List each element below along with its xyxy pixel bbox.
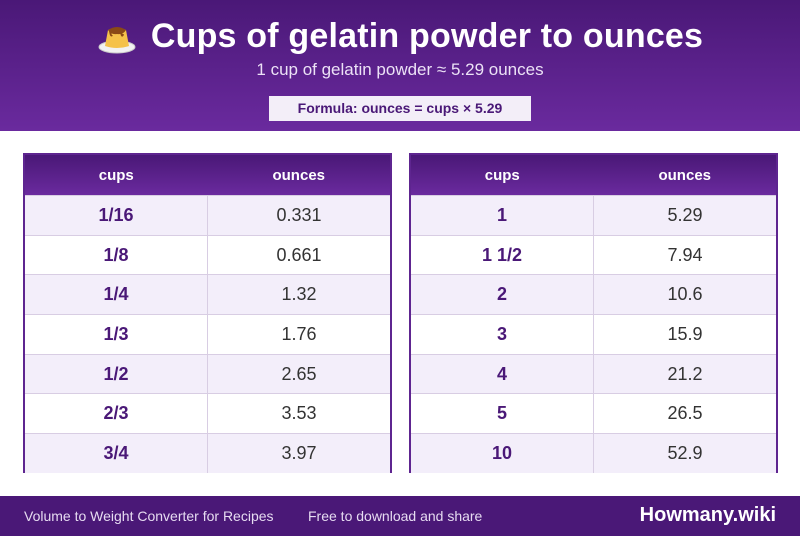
cups-cell: 1 [411, 196, 594, 235]
table-row: 1/8 0.661 [25, 234, 390, 275]
table-row: 2/3 3.53 [25, 393, 390, 434]
ounces-cell: 3.97 [281, 442, 317, 463]
page-title: Cups of gelatin powder to ounces [150, 16, 704, 55]
cups-cell: 1 1/2 [411, 235, 594, 275]
cups-cell: 1/2 [25, 354, 208, 394]
cups-cell: 3 [411, 315, 594, 354]
conversion-table-left: cups ounces 1/16 0.331 1/8 0.661 1/4 1.32 1… [23, 153, 392, 473]
cups-cell: 4 [411, 354, 594, 394]
ounces-cell: 52.9 [667, 442, 703, 463]
cups-cell: 2 [411, 275, 594, 315]
table-row: 3/4 3.97 [25, 433, 390, 473]
footer-share-note: Free to download and share [308, 508, 483, 524]
formula-badge: Formula: ounces = cups × 5.29 [269, 96, 531, 121]
header-banner: Cups of gelatin powder to ounces 1 cup o… [0, 0, 800, 131]
brand-logo-text[interactable]: Howmany.wiki [639, 504, 776, 526]
footer-tagline: Volume to Weight Converter for Recipes [24, 508, 274, 524]
ounces-cell: 0.331 [276, 204, 322, 225]
table-row: 2 10.6 [411, 274, 776, 315]
ounces-cell: 26.5 [667, 403, 703, 424]
ounces-cell: 15.9 [667, 323, 703, 344]
ounces-cell: 0.661 [276, 244, 322, 265]
table-row: 1 1/2 7.94 [411, 234, 776, 275]
table-row: 1/2 2.65 [25, 353, 390, 394]
table-row: 1/3 1.76 [25, 314, 390, 354]
column-header-ounces: ounces [658, 166, 711, 184]
ounces-cell: 1.32 [281, 284, 317, 305]
cups-cell: 1/3 [25, 315, 208, 354]
ounces-cell: 7.94 [667, 244, 703, 265]
table-body: 1/16 0.331 1/8 0.661 1/4 1.32 1/3 1.76 1/2 2.… [25, 195, 390, 473]
table-row: 1/4 1.32 [25, 274, 390, 315]
column-header-ounces: ounces [272, 166, 325, 184]
table-body: 1 5.29 1 1/2 7.94 2 10.6 3 15.9 4 21.2 5 26.5 … [411, 195, 776, 473]
table-header: cups ounces [25, 155, 390, 195]
table-row: 10 52.9 [411, 433, 776, 473]
table-row: 1/16 0.331 [25, 195, 390, 235]
ounces-cell: 10.6 [667, 284, 703, 305]
table-row: 4 21.2 [411, 353, 776, 394]
column-header-cups: cups [98, 166, 134, 184]
ounces-cell: 2.65 [281, 363, 317, 384]
cups-cell: 10 [411, 434, 594, 473]
table-row: 5 26.5 [411, 393, 776, 434]
ounces-cell: 21.2 [667, 363, 703, 384]
pudding-icon [97, 16, 137, 56]
cups-cell: 1/8 [25, 235, 208, 275]
cups-cell: 3/4 [25, 434, 208, 473]
ounces-cell: 5.29 [667, 204, 703, 225]
table-header: cups ounces [411, 155, 776, 195]
table-row: 1 5.29 [411, 195, 776, 235]
cups-cell: 1/16 [25, 196, 208, 235]
title-row: Cups of gelatin powder to ounces [0, 14, 800, 58]
subtitle: 1 cup of gelatin powder ≈ 5.29 ounces [256, 60, 544, 79]
conversion-table-right: cups ounces 1 5.29 1 1/2 7.94 2 10.6 3 15.9 … [409, 153, 778, 473]
ounces-cell: 3.53 [281, 403, 317, 424]
column-header-cups: cups [484, 166, 520, 184]
cups-cell: 2/3 [25, 394, 208, 434]
cups-cell: 5 [411, 394, 594, 434]
cups-cell: 1/4 [25, 275, 208, 315]
footer-bar: Volume to Weight Converter for Recipes F… [0, 496, 800, 536]
ounces-cell: 1.76 [281, 323, 317, 344]
table-row: 3 15.9 [411, 314, 776, 354]
